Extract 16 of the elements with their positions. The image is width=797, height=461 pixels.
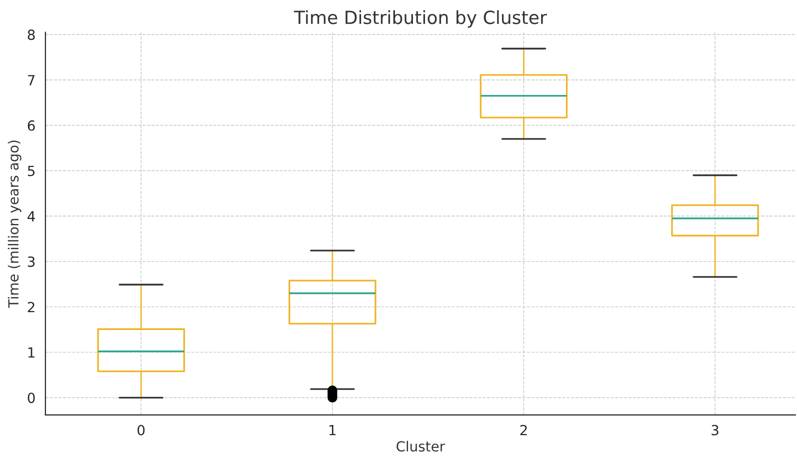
y-tick-label: 6 xyxy=(28,120,35,131)
y-tick-label: 2 xyxy=(28,302,34,312)
x-axis-title: Cluster xyxy=(396,440,446,452)
x-tick-label: 2 xyxy=(520,424,527,436)
x-tick-label: 1 xyxy=(330,425,336,436)
y-tick-label: 8 xyxy=(28,30,35,40)
y-tick-label: 7 xyxy=(28,75,35,86)
y-tick-label: 1 xyxy=(28,347,34,358)
chart-title: Time Distribution by Cluster xyxy=(294,10,547,28)
x-tick-label: 3 xyxy=(712,424,718,436)
y-tick-label: 3 xyxy=(28,256,35,267)
y-tick-label: 5 xyxy=(28,166,34,176)
y-tick-label: 0 xyxy=(28,392,35,404)
y-axis-title: Time (million years ago) xyxy=(8,140,22,308)
y-tick-label: 4 xyxy=(28,211,35,222)
x-tick-label: 0 xyxy=(138,424,145,436)
